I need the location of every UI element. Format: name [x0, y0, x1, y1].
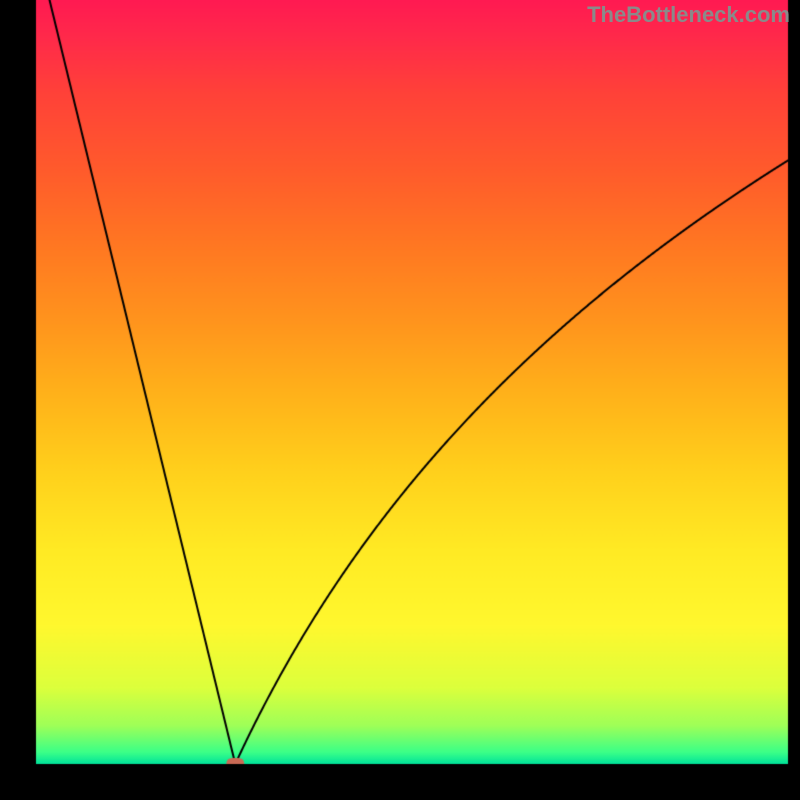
chart-container: TheBottleneck.com — [0, 0, 800, 800]
watermark-text: TheBottleneck.com — [587, 2, 790, 28]
chart-canvas — [0, 0, 800, 800]
